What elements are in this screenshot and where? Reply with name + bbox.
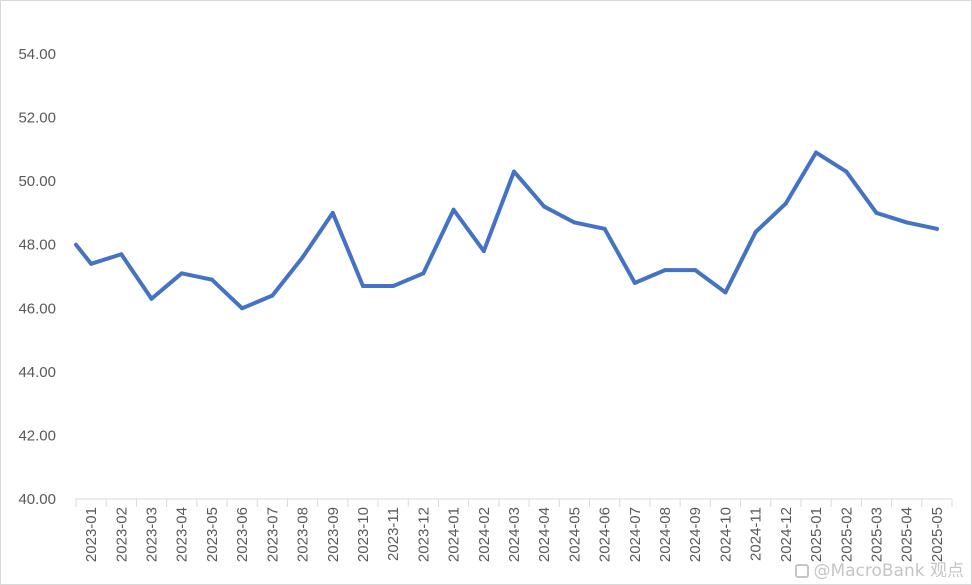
x-tick-label: 2023-10 [355, 507, 372, 562]
data-point [179, 271, 184, 276]
data-point [240, 306, 245, 311]
x-tick-label: 2024-01 [446, 507, 463, 562]
x-tick-label: 2024-03 [506, 507, 523, 562]
data-point [874, 210, 879, 215]
x-tick-label: 2023-07 [264, 507, 281, 562]
x-tick-label: 2024-12 [778, 507, 795, 562]
data-point [934, 226, 939, 231]
x-tick-label: 2024-09 [687, 507, 704, 562]
data-point [904, 220, 909, 225]
y-tick-label: 44.00 [18, 364, 56, 381]
x-tick-label: 2023-03 [144, 507, 161, 562]
y-tick-label: 50.00 [18, 173, 56, 190]
data-point [89, 261, 94, 266]
x-tick-label: 2023-09 [325, 507, 342, 562]
y-tick-label: 52.00 [18, 110, 56, 127]
x-tick-label: 2024-11 [748, 507, 765, 561]
x-tick-label: 2023-02 [113, 507, 130, 562]
data-point [360, 284, 365, 289]
x-tick-label: 2023-04 [174, 507, 191, 562]
y-tick-label: 48.00 [18, 237, 56, 254]
x-tick-label: 2023-12 [415, 507, 432, 562]
data-point [481, 249, 486, 254]
x-tick-label: 2025-01 [808, 507, 825, 562]
data-point [512, 169, 516, 174]
data-point [451, 207, 456, 212]
data-point [300, 255, 305, 260]
data-point [663, 268, 668, 273]
x-tick-label: 2025-03 [868, 507, 885, 562]
x-tick-label: 2024-07 [627, 507, 644, 562]
data-point [421, 271, 426, 276]
watermark-logo-icon [795, 564, 810, 578]
y-tick-label: 40.00 [18, 491, 56, 508]
data-point [391, 284, 396, 289]
x-tick-label: 2024-10 [717, 507, 734, 562]
y-tick-label: 54.00 [18, 46, 56, 63]
x-tick-label: 2025-05 [929, 507, 946, 562]
x-tick-label: 2023-05 [204, 507, 221, 562]
data-point [783, 201, 788, 206]
x-tick-label: 2025-02 [838, 507, 855, 562]
x-tick-label: 2023-08 [295, 507, 312, 562]
watermark-text: @MacroBank 观点 [813, 561, 964, 581]
x-tick-label: 2023-11 [385, 507, 402, 561]
data-point [602, 226, 607, 231]
data-point [632, 280, 637, 285]
series-line [74, 150, 939, 311]
data-point [844, 169, 849, 174]
x-tick-label: 2024-05 [566, 507, 583, 562]
x-tick-label: 2024-04 [536, 507, 553, 562]
y-tick-label: 42.00 [18, 427, 56, 444]
x-tick-label: 2024-02 [476, 507, 493, 562]
x-tick-label: 2023-06 [234, 507, 251, 562]
data-point [572, 220, 577, 225]
data-point [753, 230, 758, 234]
data-point [542, 204, 547, 209]
x-tick-label: 2025-04 [899, 507, 916, 562]
data-point [209, 277, 214, 282]
y-tick-label: 46.00 [18, 300, 56, 317]
watermark: @MacroBank 观点 [795, 556, 964, 581]
x-tick-label: 2024-06 [597, 507, 614, 562]
x-tick-label: 2024-08 [657, 507, 674, 562]
data-point [693, 268, 698, 273]
data-point [149, 296, 154, 301]
data-point [330, 210, 335, 215]
x-tick-label: 2023-01 [83, 507, 100, 562]
data-point [814, 150, 819, 155]
data-point [119, 252, 124, 257]
data-point [723, 290, 728, 295]
data-point [270, 293, 275, 298]
